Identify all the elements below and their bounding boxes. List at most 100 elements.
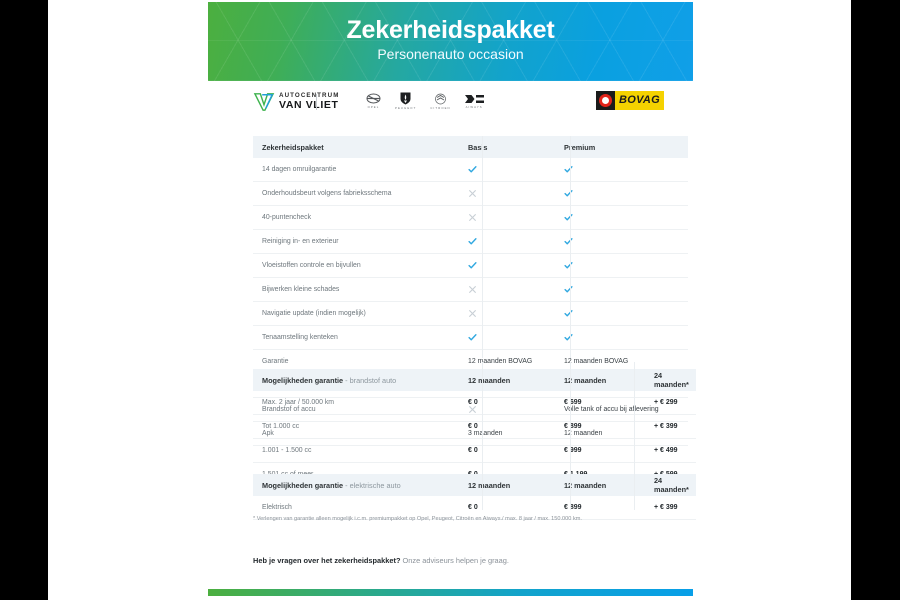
column-header: Premium — [556, 136, 688, 158]
cross-icon — [468, 213, 477, 222]
check-icon — [468, 261, 477, 270]
row-label: Bijwerken kleine schades — [253, 277, 460, 302]
row-value-basis — [460, 205, 556, 230]
citroen-logo-icon — [435, 93, 446, 104]
table-row: Reiniging in- en exterieur — [253, 229, 688, 254]
logo-divider — [316, 94, 317, 110]
dealer-logo: AUTOCENTRUM VAN VLIET — [253, 92, 339, 112]
column-header: 24 maanden* — [646, 369, 696, 391]
row-value-2: € 899 — [556, 496, 646, 520]
aiways-logo-icon — [464, 94, 484, 103]
row-value-3: + € 399 — [646, 496, 696, 520]
column-header: 12 maanden — [556, 369, 646, 391]
table-row: Max. 2 jaar / 50.000 km € 0 € 699 + € 299 — [253, 391, 696, 415]
table-header-row: Mogelijkheden garantie - elektrische aut… — [253, 474, 696, 496]
document-page: Zekerheidspakket Personenauto occasion A… — [48, 0, 851, 600]
row-value-basis — [460, 229, 556, 254]
table-header-row: Zekerheidspakket Basis Premium — [253, 136, 688, 158]
check-icon — [564, 213, 573, 222]
cta-answer: Onze adviseurs helpen je graag. — [400, 556, 509, 565]
row-label: Tenaamstelling kenteken — [253, 325, 460, 350]
table-row: 40-puntencheck — [253, 205, 688, 230]
row-value-basis — [460, 301, 556, 326]
row-value-2: € 699 — [556, 391, 646, 415]
row-label: Onderhoudsbeurt volgens fabrieksschema — [253, 181, 460, 206]
cta-text: Heb je vragen over het zekerheidspakket?… — [253, 556, 509, 565]
column-header: 12 maanden — [460, 369, 556, 391]
check-icon — [564, 261, 573, 270]
table-row: Tot 1.000 cc € 0 € 899 + € 399 — [253, 414, 696, 439]
check-icon — [468, 237, 477, 246]
check-icon — [564, 285, 573, 294]
row-value-3: + € 499 — [646, 438, 696, 463]
row-label: Elektrisch — [253, 496, 460, 520]
footer-bar — [208, 589, 693, 596]
cta-question: Heb je vragen over het zekerheidspakket? — [253, 556, 401, 565]
row-value-basis — [460, 277, 556, 302]
cross-icon — [468, 189, 477, 198]
row-value-basis — [460, 325, 556, 350]
table2-col-divider-3 — [634, 362, 635, 470]
bovag-label: BOVAG — [615, 91, 665, 110]
row-value-premium — [556, 325, 688, 350]
row-value-premium — [556, 277, 688, 302]
column-header: 12 maanden — [460, 474, 556, 496]
brand-peugeot-label: PEUGEOT — [395, 106, 417, 110]
row-label: Reiniging in- en exterieur — [253, 229, 460, 254]
table-row: 14 dagen omruilgarantie — [253, 158, 688, 182]
brand-aiways-label: AIWAYS — [465, 104, 483, 109]
brand-citroen-label: CITROEN — [430, 105, 451, 110]
table-row: Tenaamstelling kenteken — [253, 325, 688, 350]
row-value-premium — [556, 253, 688, 278]
electric-warranty-table: Mogelijkheden garantie - elektrische aut… — [253, 474, 696, 520]
dealer-name-line2: VAN VLIET — [279, 99, 339, 112]
fuel-warranty-table: Mogelijkheden garantie - brandstof auto 1… — [253, 369, 696, 487]
bovag-logo: BOVAG — [596, 91, 665, 110]
table1-col-divider-1 — [482, 136, 483, 358]
row-label: 1.001 - 1.500 cc — [253, 438, 460, 463]
column-header: Basis — [460, 136, 556, 158]
row-value-2: € 999 — [556, 438, 646, 463]
table-row: Onderhoudsbeurt volgens fabrieksschema — [253, 181, 688, 206]
row-label: 40-puntencheck — [253, 205, 460, 230]
row-value-1: € 0 — [460, 391, 556, 415]
cross-icon — [468, 285, 477, 294]
bovag-mark-icon — [596, 91, 615, 110]
column-header: Zekerheidspakket — [253, 136, 460, 158]
cross-icon — [468, 309, 477, 318]
row-value-3: + € 299 — [646, 391, 696, 415]
table-row: 1.001 - 1.500 cc € 0 € 999 + € 499 — [253, 438, 696, 463]
row-value-premium — [556, 158, 688, 182]
table2-col-divider-2 — [570, 362, 571, 470]
brand-peugeot: PEUGEOT — [395, 92, 416, 110]
row-value-1: € 0 — [460, 438, 556, 463]
hero-banner: Zekerheidspakket Personenauto occasion — [208, 2, 693, 81]
brand-citroen: CITROEN — [430, 93, 450, 110]
row-value-basis — [460, 158, 556, 182]
brand-logos: OPEL PEUGEOT CITROEN — [366, 92, 484, 110]
peugeot-logo-icon — [400, 92, 411, 105]
hero-pattern — [208, 2, 693, 81]
check-icon — [564, 309, 573, 318]
check-icon — [564, 237, 573, 246]
table-row: Navigatie update (indien mogelijk) — [253, 301, 688, 326]
brand-aiways: AIWAYS — [464, 94, 484, 109]
table-row: Bijwerken kleine schades — [253, 277, 688, 302]
table1-col-divider-2 — [570, 136, 571, 358]
check-icon — [564, 165, 573, 174]
table-row: Elektrisch € 0 € 899 + € 399 — [253, 496, 696, 520]
check-icon — [468, 333, 477, 342]
table-header-row: Mogelijkheden garantie - brandstof auto 1… — [253, 369, 696, 391]
row-value-1: € 0 — [460, 496, 556, 520]
column-header: Mogelijkheden garantie - brandstof auto — [253, 369, 460, 391]
row-value-premium — [556, 181, 688, 206]
row-value-premium — [556, 229, 688, 254]
van-vliet-mark-icon — [253, 93, 275, 111]
table2-col-divider-1 — [482, 362, 483, 470]
row-value-1: € 0 — [460, 414, 556, 439]
row-value-3: + € 399 — [646, 414, 696, 439]
logo-strip: AUTOCENTRUM VAN VLIET OPEL PE — [48, 88, 851, 128]
table-row: Vloeistoffen controle en bijvullen — [253, 253, 688, 278]
page-title: Zekerheidspakket — [346, 16, 555, 44]
row-label: 14 dagen omruilgarantie — [253, 158, 460, 182]
